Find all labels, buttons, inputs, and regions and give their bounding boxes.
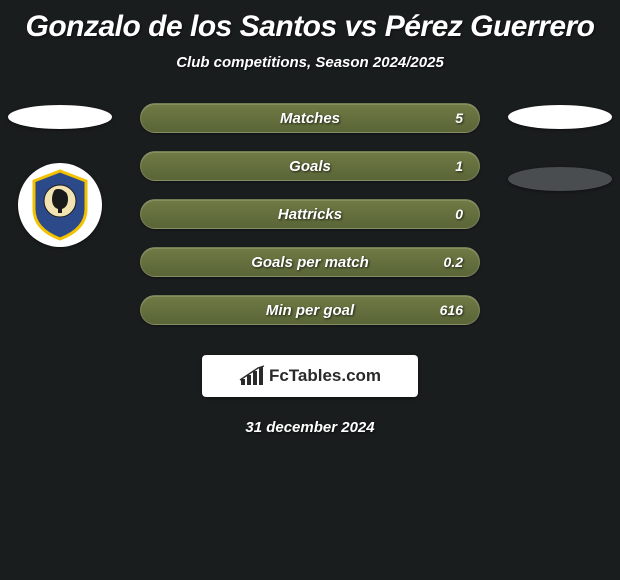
stat-label: Min per goal	[266, 302, 354, 319]
stat-value: 0.2	[444, 254, 463, 270]
stat-value: 1	[455, 158, 463, 174]
stat-row-matches: Matches 5	[140, 103, 480, 133]
stat-label: Goals	[289, 158, 331, 175]
page-subtitle: Club competitions, Season 2024/2025	[0, 54, 620, 71]
stat-row-goals-per-match: Goals per match 0.2	[140, 247, 480, 277]
player-photo-placeholder-right-top	[508, 105, 612, 129]
stats-column: Matches 5 Goals 1 Hattricks 0 Goals per …	[140, 103, 480, 325]
club-badge-left	[18, 163, 102, 247]
right-player-column	[508, 105, 612, 191]
stat-label: Matches	[280, 110, 340, 127]
main-row: Matches 5 Goals 1 Hattricks 0 Goals per …	[0, 105, 620, 325]
stat-value: 616	[440, 302, 463, 318]
stat-value: 0	[455, 206, 463, 222]
date-text: 31 december 2024	[0, 419, 620, 436]
brand-box: FcTables.com	[202, 355, 418, 397]
stat-label: Hattricks	[278, 206, 342, 223]
stat-label: Goals per match	[251, 254, 369, 271]
stat-row-hattricks: Hattricks 0	[140, 199, 480, 229]
stat-value: 5	[455, 110, 463, 126]
player-photo-placeholder-left	[8, 105, 112, 129]
player-photo-placeholder-right-bottom	[508, 167, 612, 191]
hercules-badge-icon	[28, 169, 92, 241]
bar-chart-icon	[239, 365, 265, 387]
stat-row-goals: Goals 1	[140, 151, 480, 181]
stat-row-min-per-goal: Min per goal 616	[140, 295, 480, 325]
infographic-container: Gonzalo de los Santos vs Pérez Guerrero …	[0, 0, 620, 436]
left-player-column	[8, 105, 112, 247]
page-title: Gonzalo de los Santos vs Pérez Guerrero	[0, 4, 620, 54]
brand-text: FcTables.com	[269, 366, 381, 386]
